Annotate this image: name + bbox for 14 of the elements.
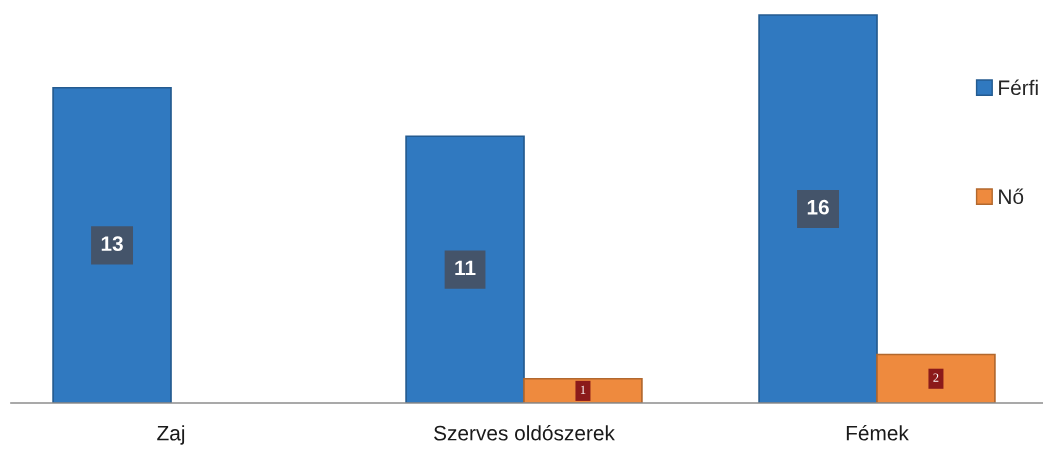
x-tick-label: Zaj (157, 425, 185, 445)
x-tick-label: Szerves oldószerek (434, 424, 615, 441)
data-label: 16 (807, 199, 829, 215)
bar (758, 14, 878, 403)
bar (405, 135, 525, 403)
data-label: 2 (933, 373, 939, 382)
data-label: 11 (455, 260, 476, 276)
legend-label: Nő (999, 188, 1024, 205)
x-tick-label: Fémek (846, 424, 909, 441)
data-label: 1 (580, 385, 586, 394)
legend-label: Férfi (999, 79, 1038, 96)
data-label: 13 (101, 236, 123, 251)
bar (876, 353, 996, 403)
bar (52, 86, 172, 403)
